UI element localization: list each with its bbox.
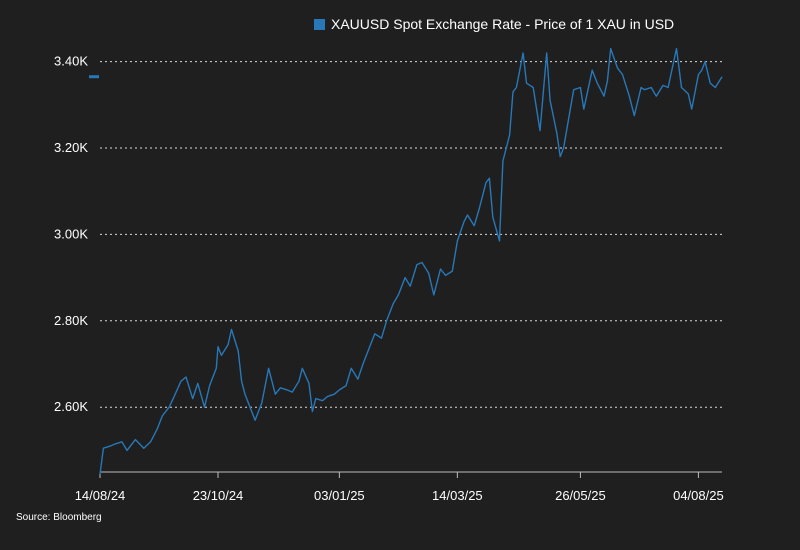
x-tick-label: 04/08/25 (673, 488, 724, 503)
x-axis: 14/08/24 23/10/24 03/01/25 14/03/25 26/05/25… (75, 471, 724, 503)
source-note: Source: Bloomberg (16, 512, 102, 523)
y-tick-label: 3.00K (54, 226, 88, 241)
legend-label: XAUUSD Spot Exchange Rate - Price of 1 X… (331, 16, 675, 32)
series-group (99, 47, 723, 475)
x-tick-label: 14/08/24 (75, 488, 126, 503)
y-tick-label: 3.40K (54, 54, 88, 69)
y-tick-label: 2.80K (54, 313, 88, 328)
series-line (99, 47, 723, 475)
x-tick-label: 26/05/25 (555, 488, 606, 503)
gridlines (100, 61, 722, 408)
x-tick-label: 23/10/24 (193, 488, 244, 503)
x-tick-label: 03/01/25 (314, 488, 365, 503)
legend-swatch (314, 18, 325, 30)
y-tick-label: 3.20K (54, 140, 88, 155)
y-tick-label: 2.60K (54, 399, 88, 414)
y-axis: 2.60K 2.80K 3.00K 3.20K 3.40K (54, 54, 99, 414)
x-tick-label: 14/03/25 (432, 488, 483, 503)
legend: XAUUSD Spot Exchange Rate - Price of 1 X… (314, 16, 674, 32)
